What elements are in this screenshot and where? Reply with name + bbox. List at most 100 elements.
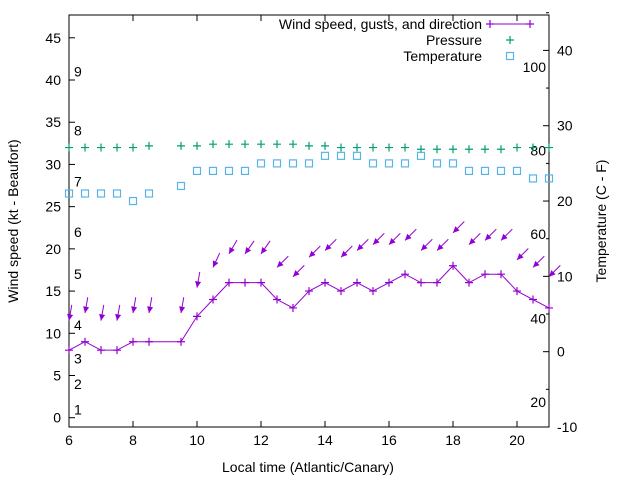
wind-speed-point [353,278,361,287]
wind-speed-point [513,287,521,296]
temperature-point [384,159,394,168]
beaufort-label: 3 [74,351,82,367]
wind-speed-point [433,278,441,287]
pressure-point [273,140,281,149]
temperature-point [496,166,506,176]
temperature-point [240,166,250,176]
pressure-point [97,143,105,152]
gust-arrow-head [389,238,396,245]
wind-speed-point [401,270,409,279]
temperature-point [368,159,378,168]
pressure-point [321,141,329,150]
temperature-point [112,189,122,198]
temperature-point [224,166,234,176]
y-tick-label: 10 [45,325,61,341]
wind-speed-point [449,261,457,270]
gust-arrow-head [99,313,106,321]
y2-tick-label: 10 [557,268,573,284]
beaufort-label: 6 [74,224,82,240]
legend-pressure-marker [506,36,514,44]
wind-speed-point [81,337,89,346]
gust-arrow-head [115,313,122,321]
pressure-point [241,140,249,149]
temperature-point [512,166,522,176]
wind-speed-point [289,303,297,312]
plot-border [68,14,550,428]
temperature-point [448,159,458,168]
pressure-point [65,143,73,152]
gust-arrow-head [341,250,348,258]
gust-arrow-head [212,260,219,268]
wind-speed-point [497,270,505,279]
y2-tick-label: 20 [557,193,573,209]
x-tick-label: 12 [253,432,269,448]
wind-speed-line [68,265,550,351]
pressure-point [225,140,233,149]
beaufort-label: 8 [74,123,82,139]
pressure-point [529,143,537,152]
beaufort-label: 7 [74,173,82,189]
temperature-point [208,166,218,176]
gust-arrow-head [453,226,460,233]
wind-speed-point [337,287,345,296]
y-tick-label: 40 [45,72,61,88]
wind-speed-point [65,346,73,355]
temperature-point [352,151,362,160]
gust-arrow-head [357,243,364,251]
legend-temperature-label: Temperature [403,48,482,64]
temperature-point [80,189,90,198]
beaufort-label: 4 [74,317,82,333]
gust-arrow-head [229,246,235,254]
gust-arrow-head [67,313,74,321]
temperature-point [256,159,266,168]
gust-arrow-head [437,243,444,251]
temperature-point [400,159,410,168]
y2-tick-label: 40 [557,42,573,58]
beaufort-label: 1 [74,401,82,417]
temperature-point [144,189,154,198]
gust-arrow-head [549,270,556,277]
pressure-point [129,143,137,152]
gust-arrow-head [469,238,476,245]
temperature-point [176,181,186,191]
temperature-point [480,166,490,176]
plot-area: 6 8 10 12 14 16 18 20051015202530354045-1001020… [45,12,577,448]
x-tick-label: 10 [189,432,205,448]
pressure-point [433,145,441,154]
pressure-point [449,145,457,154]
pressure-point [465,145,473,154]
beaufort-label: 5 [74,266,82,282]
pressure-point [401,143,409,152]
wind-speed-point [129,337,137,346]
y-tick-label: 35 [45,114,61,130]
gust-arrow-head [277,260,284,268]
wind-speed-point [193,312,201,321]
pressure-point [257,140,265,149]
temperature-point [464,166,474,176]
pressure-point [545,143,553,152]
x-tick-label: 16 [381,432,397,448]
wind-speed-point [529,295,537,304]
pressure-point [145,141,153,150]
x-axis-label: Local time (Atlantic/Canary) [222,459,394,475]
wind-speed-point [321,278,329,287]
legend: Wind speed, gusts, and direction Pressur… [279,16,482,64]
wind-speed-point [545,303,553,312]
wind-speed-point [385,278,393,287]
pressure-point [481,145,489,154]
pressure-point [353,143,361,152]
y-tick-label: 0 [53,410,61,426]
y-tick-label: 25 [45,199,61,215]
pressure-point [81,143,89,152]
fahrenheit-label: 60 [530,226,546,242]
pressure-point [337,143,345,152]
y-tick-label: 5 [53,368,61,384]
legend-wind-marker [526,20,534,28]
temperature-point [192,166,202,176]
wind-speed-point [273,295,281,304]
y-tick-label: 15 [45,283,61,299]
y2-tick-label: -10 [557,419,577,435]
temperature-point [128,196,138,206]
temperature-point [272,159,282,168]
fahrenheit-label: 100 [523,59,547,75]
